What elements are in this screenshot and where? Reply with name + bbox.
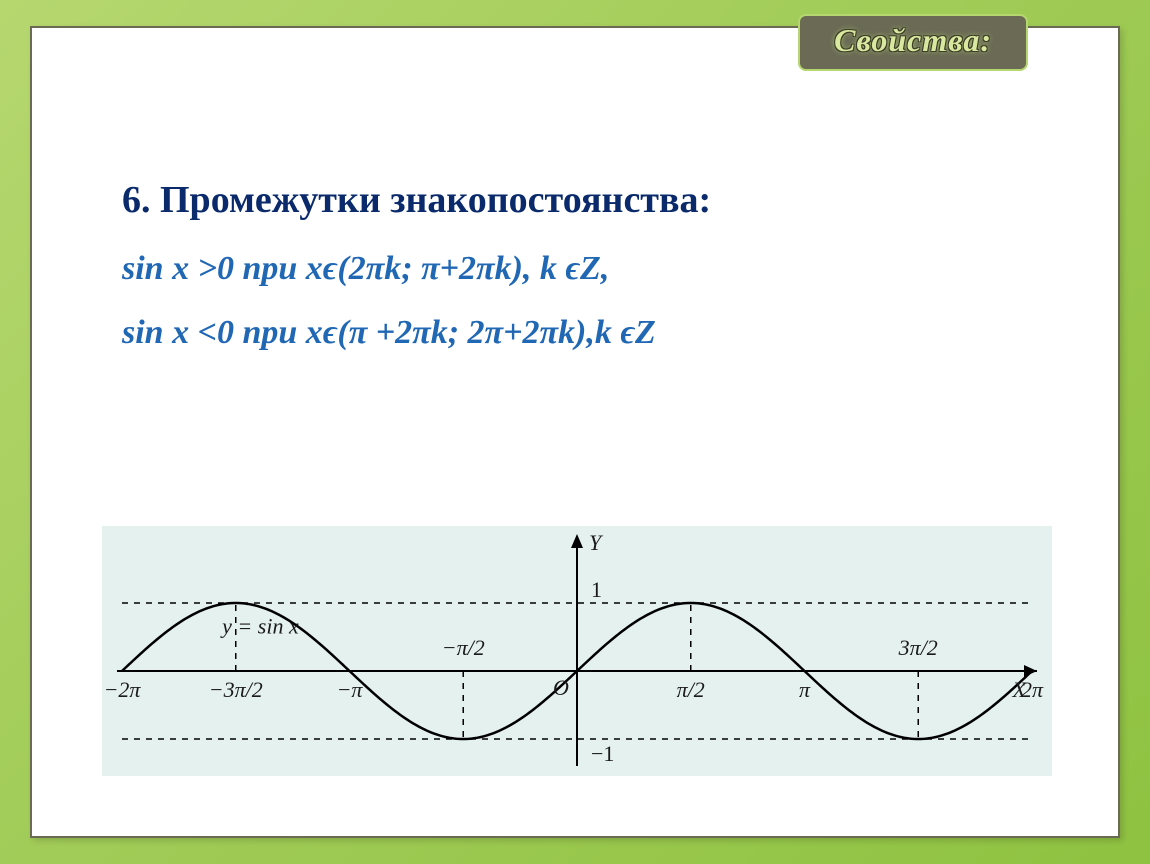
svg-text:−1: −1 xyxy=(591,741,614,766)
text-content: 6. Промежутки знакопостоянства: sin x >0… xyxy=(122,178,1058,378)
svg-text:O: O xyxy=(553,675,569,700)
svg-text:−3π/2: −3π/2 xyxy=(209,677,263,702)
svg-text:y = sin x: y = sin x xyxy=(220,614,299,639)
sine-chart: −2π−3π/2−π−π/2π/2π3π/22π1−1YXOy = sin x xyxy=(102,526,1052,776)
svg-text:π: π xyxy=(799,677,811,702)
content-card: Свойства: 6. Промежутки знакопостоянства… xyxy=(30,26,1120,838)
svg-text:−π: −π xyxy=(337,677,364,702)
svg-text:3π/2: 3π/2 xyxy=(898,635,938,660)
line-2: sin x <0 при xϵ(π +2πk; 2π+2πk),k ϵZ xyxy=(122,314,1058,352)
heading: 6. Промежутки знакопостоянства: xyxy=(122,178,1058,222)
slide-background: Свойства: 6. Промежутки знакопостоянства… xyxy=(0,0,1150,864)
svg-text:1: 1 xyxy=(591,577,602,602)
svg-text:π/2: π/2 xyxy=(677,677,705,702)
line-1: sin x >0 при xϵ(2πk; π+2πk), k ϵZ, xyxy=(122,250,1058,288)
tab-properties: Свойства: xyxy=(798,14,1028,71)
svg-text:X: X xyxy=(1012,677,1028,702)
sine-chart-svg: −2π−3π/2−π−π/2π/2π3π/22π1−1YXOy = sin x xyxy=(102,526,1052,776)
svg-text:−2π: −2π xyxy=(104,677,142,702)
svg-text:−π/2: −π/2 xyxy=(442,635,485,660)
